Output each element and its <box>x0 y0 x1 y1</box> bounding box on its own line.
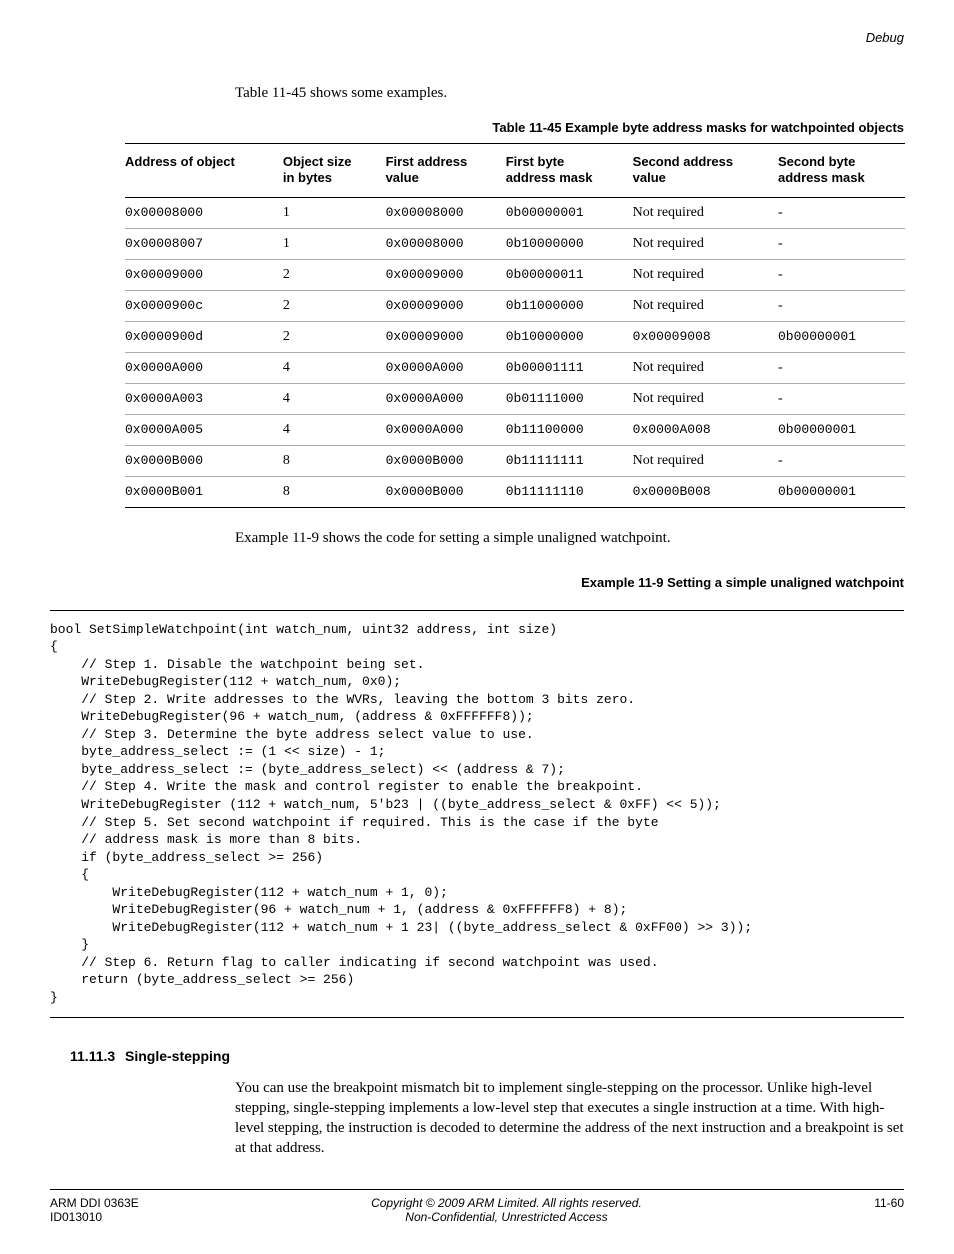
table-cell: 0x0000A000 <box>386 352 506 383</box>
table-cell: 0x0000900d <box>125 321 283 352</box>
table-row: 0x0000800710x000080000b10000000Not requi… <box>125 228 905 259</box>
section-title: Single-stepping <box>125 1048 230 1064</box>
table-cell: 0x0000B000 <box>125 445 283 476</box>
table-row: 0x0000A00540x0000A0000b111000000x0000A00… <box>125 414 905 445</box>
table-cell: 4 <box>283 352 386 383</box>
col-first-mask: First byteaddress mask <box>506 144 633 198</box>
table-cell: 0b11100000 <box>506 414 633 445</box>
table-cell: 0x0000A000 <box>386 383 506 414</box>
table-cell: 4 <box>283 414 386 445</box>
table-cell: Not required <box>633 228 778 259</box>
footer-doc-id: ARM DDI 0363E <box>50 1196 139 1210</box>
table-row: 0x0000900020x000090000b00000011Not requi… <box>125 259 905 290</box>
table-cell: 2 <box>283 290 386 321</box>
table-cell: - <box>778 259 905 290</box>
table-cell: 0b00000001 <box>778 414 905 445</box>
table-body: 0x0000800010x000080000b00000001Not requi… <box>125 197 905 507</box>
table-cell: - <box>778 383 905 414</box>
table-cell: 0x0000B008 <box>633 476 778 507</box>
table-cell: 0b00001111 <box>506 352 633 383</box>
footer-id: ID013010 <box>50 1210 139 1224</box>
table-row: 0x0000A00340x0000A0000b01111000Not requi… <box>125 383 905 414</box>
table-row: 0x0000900d20x000090000b100000000x0000900… <box>125 321 905 352</box>
table-cell: 0b11000000 <box>506 290 633 321</box>
example-caption: Example 11-9 Setting a simple unaligned … <box>50 575 904 590</box>
col-second-address: Second addressvalue <box>633 144 778 198</box>
table-cell: - <box>778 445 905 476</box>
table-cell: 0x0000B000 <box>386 445 506 476</box>
table-cell: 0x0000A000 <box>386 414 506 445</box>
table-row: 0x0000900c20x000090000b11000000Not requi… <box>125 290 905 321</box>
table-cell: 0x00008000 <box>125 197 283 228</box>
table-cell: 0x00009000 <box>386 290 506 321</box>
table-cell: 4 <box>283 383 386 414</box>
table-row: 0x0000B00180x0000B0000b111111100x0000B00… <box>125 476 905 507</box>
footer-rule <box>50 1189 904 1190</box>
footer-center: Copyright © 2009 ARM Limited. All rights… <box>139 1196 874 1224</box>
section-heading: 11.11.3Single-stepping <box>70 1048 904 1064</box>
footer-page-num: 11-60 <box>874 1196 904 1224</box>
table-cell: Not required <box>633 383 778 414</box>
after-table-paragraph: Example 11-9 shows the code for setting … <box>235 530 904 547</box>
col-size: Object sizein bytes <box>283 144 386 198</box>
table-cell: 0x0000B001 <box>125 476 283 507</box>
col-first-address: First addressvalue <box>386 144 506 198</box>
table-row: 0x0000800010x000080000b00000001Not requi… <box>125 197 905 228</box>
table-cell: Not required <box>633 197 778 228</box>
table-cell: 1 <box>283 228 386 259</box>
table-cell: 0b00000011 <box>506 259 633 290</box>
table-cell: 0b10000000 <box>506 228 633 259</box>
code-block: bool SetSimpleWatchpoint(int watch_num, … <box>50 610 904 1018</box>
table-cell: Not required <box>633 352 778 383</box>
col-address: Address of object <box>125 144 283 198</box>
table-cell: 2 <box>283 321 386 352</box>
table-cell: 0x0000A008 <box>633 414 778 445</box>
table-cell: 0x00009000 <box>386 321 506 352</box>
table-header-row: Address of object Object sizein bytes Fi… <box>125 144 905 198</box>
table-cell: 0x00009000 <box>125 259 283 290</box>
running-header: Debug <box>50 30 904 45</box>
footer-classification: Non-Confidential, Unrestricted Access <box>139 1210 874 1224</box>
table-row: 0x0000B00080x0000B0000b11111111Not requi… <box>125 445 905 476</box>
table-cell: 1 <box>283 197 386 228</box>
table-cell: 0x00009008 <box>633 321 778 352</box>
table-cell: 0b00000001 <box>506 197 633 228</box>
table-cell: 0b11111111 <box>506 445 633 476</box>
col-second-mask: Second byteaddress mask <box>778 144 905 198</box>
table-cell: 0x0000B000 <box>386 476 506 507</box>
table-cell: - <box>778 197 905 228</box>
table-row: 0x0000A00040x0000A0000b00001111Not requi… <box>125 352 905 383</box>
table-cell: 0x00008007 <box>125 228 283 259</box>
section-body: You can use the breakpoint mismatch bit … <box>235 1078 904 1159</box>
watchpoint-table: Address of object Object sizein bytes Fi… <box>125 143 905 508</box>
table-cell: 0b10000000 <box>506 321 633 352</box>
footer-copyright: Copyright © 2009 ARM Limited. All rights… <box>139 1196 874 1210</box>
intro-paragraph: Table 11-45 shows some examples. <box>235 85 904 102</box>
table-cell: - <box>778 290 905 321</box>
page-footer: ARM DDI 0363E ID013010 Copyright © 2009 … <box>50 1196 904 1224</box>
table-cell: 0x0000900c <box>125 290 283 321</box>
table-cell: Not required <box>633 290 778 321</box>
table-cell: 0x00009000 <box>386 259 506 290</box>
table-cell: Not required <box>633 445 778 476</box>
table-cell: 0x00008000 <box>386 197 506 228</box>
table-cell: 0x0000A000 <box>125 352 283 383</box>
table-cell: 0x0000A005 <box>125 414 283 445</box>
page: Debug Table 11-45 shows some examples. T… <box>0 0 954 1254</box>
table-caption: Table 11-45 Example byte address masks f… <box>50 120 904 135</box>
table-cell: 0b00000001 <box>778 476 905 507</box>
table-cell: Not required <box>633 259 778 290</box>
table-cell: 0b01111000 <box>506 383 633 414</box>
section-number: 11.11.3 <box>70 1048 125 1064</box>
table-cell: 8 <box>283 476 386 507</box>
footer-left: ARM DDI 0363E ID013010 <box>50 1196 139 1224</box>
table-cell: 8 <box>283 445 386 476</box>
table-cell: 2 <box>283 259 386 290</box>
table-cell: - <box>778 228 905 259</box>
table-cell: 0b11111110 <box>506 476 633 507</box>
table-cell: - <box>778 352 905 383</box>
table-cell: 0x00008000 <box>386 228 506 259</box>
table-cell: 0x0000A003 <box>125 383 283 414</box>
table-cell: 0b00000001 <box>778 321 905 352</box>
